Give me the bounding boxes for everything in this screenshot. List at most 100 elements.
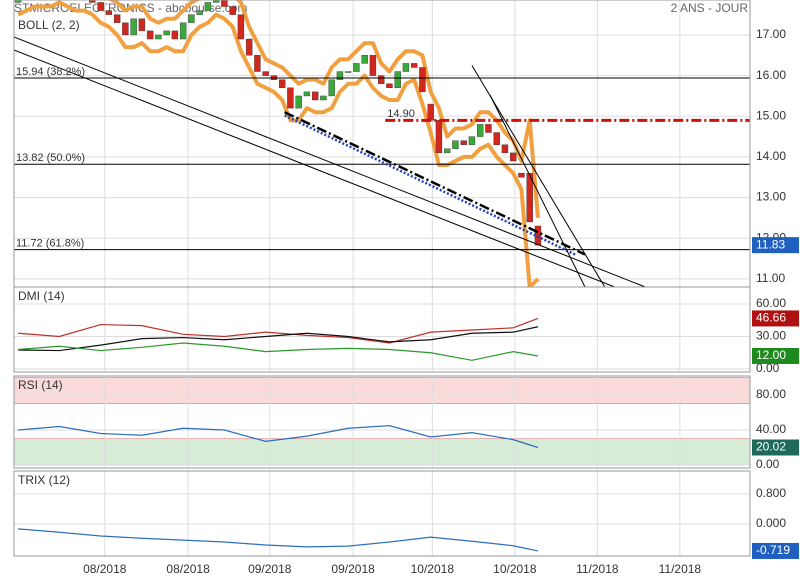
candle — [320, 95, 327, 101]
level-label: 15.94 (38.2%) — [16, 66, 85, 78]
candle — [196, 10, 203, 15]
y-tick-label: 14.00 — [756, 149, 786, 163]
panel-frame — [13, 375, 751, 469]
y-tick-label: 80.00 — [756, 387, 786, 401]
trend-line — [14, 49, 615, 287]
candle — [501, 144, 509, 154]
indicator-line — [18, 317, 539, 344]
y-tick-label: 13.00 — [756, 190, 786, 204]
candle — [419, 67, 426, 93]
candle — [163, 30, 170, 36]
candle — [386, 83, 393, 89]
candle — [122, 22, 129, 36]
candle — [361, 55, 368, 64]
panel-frame — [13, 470, 751, 557]
candle — [138, 18, 146, 32]
panel — [14, 471, 750, 556]
panel-label: TRIX (12) — [18, 473, 70, 487]
candle — [171, 30, 179, 40]
y-tick-label: 0.000 — [756, 516, 786, 530]
y-tick-label: 0.00 — [756, 457, 780, 471]
candle — [287, 87, 294, 109]
panel-label: BOLL (2, 2) — [18, 18, 80, 32]
candle — [410, 63, 418, 68]
candle — [295, 95, 302, 109]
candle — [526, 172, 533, 223]
candle — [427, 103, 434, 121]
value-tag-label: 11.83 — [756, 237, 785, 251]
candle — [303, 91, 311, 97]
candle — [237, 14, 245, 40]
candle — [179, 22, 187, 40]
x-tick-label: 08/2018 — [166, 562, 210, 576]
value-tag-label: 12.00 — [756, 348, 786, 362]
candle — [476, 124, 484, 137]
x-tick-label: 09/2018 — [331, 562, 375, 576]
panel-label: DMI (14) — [18, 289, 65, 303]
panel — [14, 287, 750, 372]
value-tag — [752, 310, 799, 327]
candle — [113, 14, 121, 23]
value-tag-label: 46.66 — [756, 311, 786, 325]
candle — [460, 140, 467, 145]
chart-subtitle: 2 ANS - JOUR — [671, 1, 749, 15]
candle — [311, 91, 319, 101]
value-tag — [752, 237, 799, 254]
indicator-line — [18, 425, 539, 449]
value-tag — [752, 439, 799, 456]
candle — [105, 10, 113, 15]
candle — [204, 2, 212, 11]
y-tick-label: 0.00 — [756, 361, 780, 375]
y-tick-label: 11.00 — [756, 271, 785, 285]
trend-line — [14, 36, 646, 287]
candle — [336, 71, 344, 80]
candle — [468, 136, 476, 145]
y-tick-label: 60.00 — [756, 296, 786, 310]
level-label: 13.82 (50.0%) — [16, 152, 85, 164]
y-tick-label: 40.00 — [756, 422, 786, 436]
y-tick-label: 0.800 — [756, 486, 786, 500]
trend-line — [284, 114, 576, 256]
candle — [452, 140, 459, 149]
zone — [14, 377, 750, 404]
candle — [130, 18, 137, 36]
x-tick-label: 11/2018 — [576, 562, 619, 576]
y-tick-label: 30.00 — [756, 329, 786, 343]
x-tick-label: 10/2018 — [493, 562, 537, 576]
y-tick-label: 15.00 — [756, 108, 786, 122]
candle — [402, 63, 410, 72]
candle — [221, 0, 228, 7]
x-tick-label: 10/2018 — [411, 562, 455, 576]
value-tag — [752, 542, 799, 559]
candle — [485, 124, 492, 133]
trend-line — [284, 111, 586, 256]
value-tag-label: 20.02 — [756, 440, 786, 454]
candle — [229, 6, 236, 15]
candle — [369, 55, 377, 76]
panel-label: RSI (14) — [18, 378, 63, 392]
candle — [97, 2, 104, 11]
candle — [509, 152, 517, 162]
indicator-line — [18, 342, 539, 361]
candle — [328, 79, 335, 97]
candle — [155, 34, 162, 40]
candle — [435, 120, 443, 154]
candle — [89, 0, 96, 3]
indicator-line — [18, 326, 539, 352]
candle — [278, 79, 286, 89]
x-tick-label: 09/2018 — [248, 562, 292, 576]
y-tick-label: 17.00 — [756, 27, 786, 41]
indicator-line — [18, 528, 539, 552]
candle — [443, 148, 451, 154]
candle — [344, 71, 352, 73]
value-tag — [752, 347, 799, 364]
candle — [188, 14, 195, 23]
trend-line — [489, 94, 586, 287]
x-tick-label: 11/2018 — [659, 562, 702, 576]
panel — [14, 376, 750, 468]
zone — [14, 438, 750, 466]
bollinger-band — [107, 0, 540, 219]
panel — [14, 0, 750, 287]
level-label: 11.72 (61.8%) — [16, 238, 84, 250]
